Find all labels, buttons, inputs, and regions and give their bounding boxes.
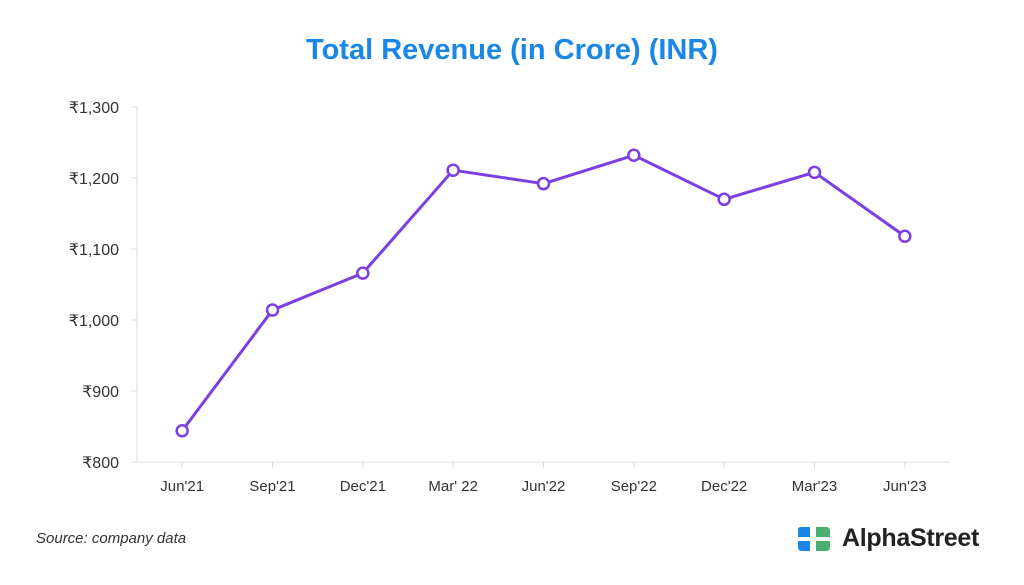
y-tick-label: ₹800 [82, 455, 119, 472]
y-tick-label: ₹1,300 [69, 100, 119, 117]
chart-title: Total Revenue (in Crore) (INR) [306, 34, 718, 66]
source-note: Source: company data [36, 530, 187, 547]
x-tick-label: Jun'22 [522, 478, 566, 495]
series-line [180, 153, 906, 432]
data-point [898, 229, 912, 243]
y-tick-label: ₹900 [82, 384, 119, 401]
x-tick-label: Dec'21 [340, 478, 386, 495]
data-point [807, 165, 822, 180]
data-point [536, 176, 551, 191]
y-tick-label: ₹1,100 [69, 242, 119, 259]
alphastreet-logo: AlphaStreet [796, 524, 979, 553]
logo-text: AlphaStreet [842, 524, 980, 552]
x-tick-label: Mar' 22 [428, 478, 478, 495]
alphastreet-logo-icon [798, 526, 830, 551]
data-point [446, 163, 460, 177]
data-point [175, 424, 189, 438]
data-point [717, 192, 731, 207]
y-tick-label: ₹1,000 [69, 313, 119, 330]
x-tick-label: Dec'22 [701, 478, 747, 495]
x-tick-label: Jun'23 [883, 478, 927, 495]
data-point [627, 148, 641, 163]
x-tick-label: Mar'23 [792, 478, 837, 495]
y-tick-label: ₹1,200 [69, 171, 119, 188]
x-tick-label: Sep'21 [249, 478, 295, 495]
x-tick-label: Sep'22 [611, 478, 657, 495]
data-point [265, 303, 280, 317]
data-point [356, 266, 370, 280]
x-tick-label: Jun'21 [160, 478, 204, 495]
